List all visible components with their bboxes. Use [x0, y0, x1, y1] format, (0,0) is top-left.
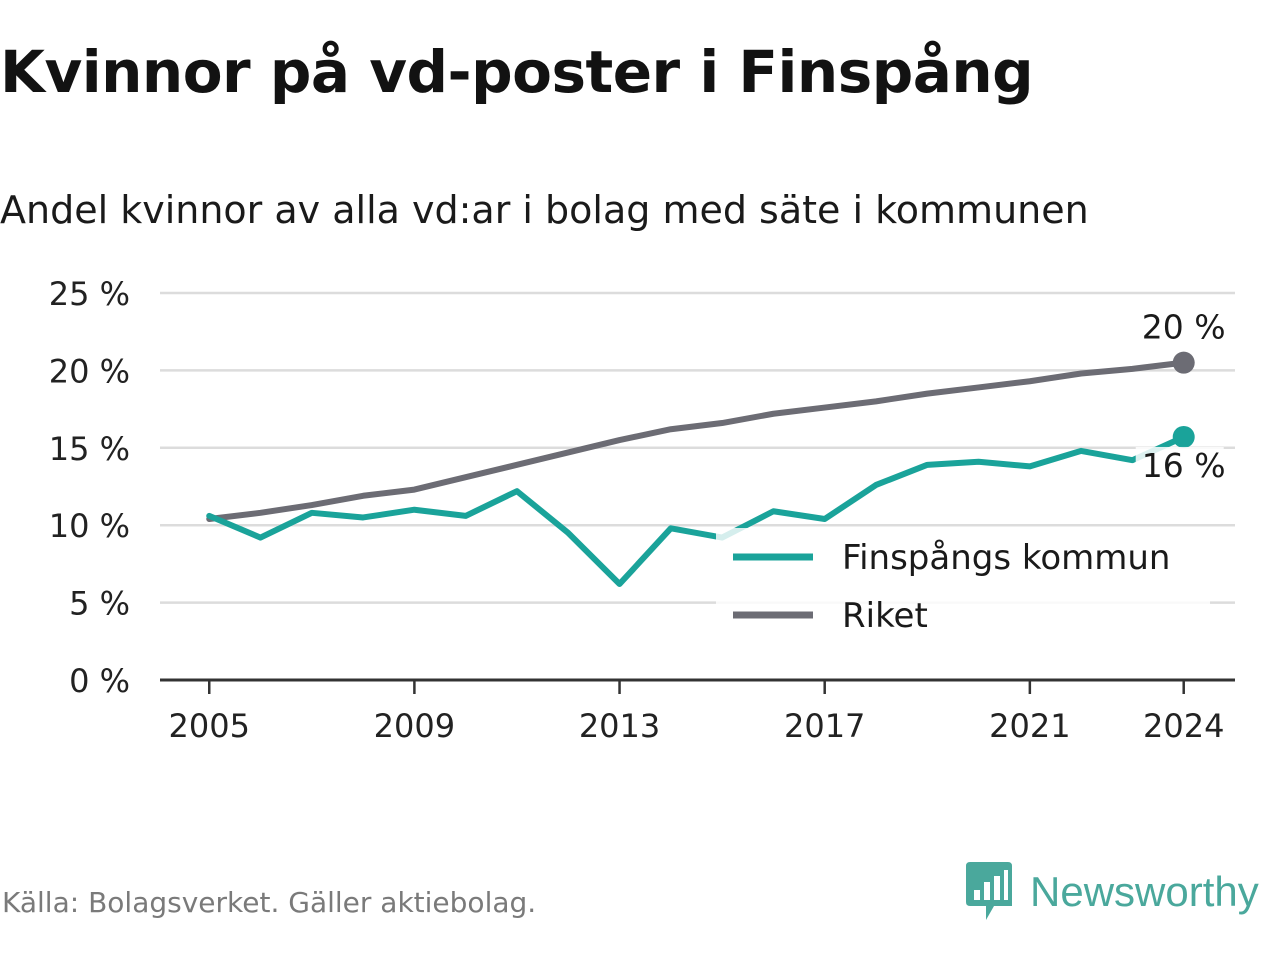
y-axis-ticks: 0 % 5 % 10 % 15 % 20 % 25 %	[49, 275, 130, 700]
chart-subtitle: Andel kvinnor av alla vd:ar i bolag med …	[0, 188, 1089, 232]
x-tick-label: 2024	[1143, 707, 1224, 745]
legend-box	[716, 528, 1210, 656]
x-tick-label: 2021	[989, 707, 1070, 745]
x-tick-label: 2005	[169, 707, 250, 745]
brand-logo: Newsworthy	[964, 862, 1259, 922]
x-tick-label: 2009	[374, 707, 455, 745]
grid-lines	[160, 291, 1235, 604]
chart-title: Kvinnor på vd-poster i Finspång	[0, 38, 1034, 106]
end-labels: 16 % 20 %	[1135, 308, 1226, 487]
y-tick-label: 25 %	[49, 275, 130, 313]
legend-label: Riket	[842, 596, 928, 636]
line-chart: 0 %5 %10 %15 %20 %25 % 2005 2009 2013 2017 2…	[49, 275, 1235, 745]
series-line-riket	[206, 359, 1187, 523]
newsworthy-logo-icon	[966, 862, 1012, 920]
x-tick-label: 2017	[784, 707, 865, 745]
y-tick-label: 15 %	[49, 430, 130, 468]
y-tick-label: 20 %	[49, 352, 130, 390]
series-lines	[206, 351, 1195, 588]
series-end-point	[1172, 351, 1195, 374]
legend-label: Finspångs kommun	[842, 538, 1170, 578]
legend: Finspångs kommun Riket	[716, 528, 1210, 656]
y-tick-label: 0 %	[69, 662, 130, 700]
end-value-label: 20 %	[1142, 308, 1226, 347]
series-end-point	[1172, 425, 1195, 448]
x-tick-label: 2013	[579, 707, 660, 745]
y-tick-label: 10 %	[49, 507, 130, 545]
end-value-label: 16 %	[1142, 446, 1226, 485]
x-axis: 2005 2009 2013 2017 2021 2024	[160, 678, 1235, 745]
series-line-finsp-ngs-kommun	[206, 433, 1187, 588]
y-tick-label: 5 %	[69, 585, 130, 623]
brand-name: Newsworthy	[1030, 868, 1259, 915]
source-note: Källa: Bolagsverket. Gäller aktiebolag.	[2, 886, 537, 919]
end-label-bg	[1135, 446, 1224, 487]
